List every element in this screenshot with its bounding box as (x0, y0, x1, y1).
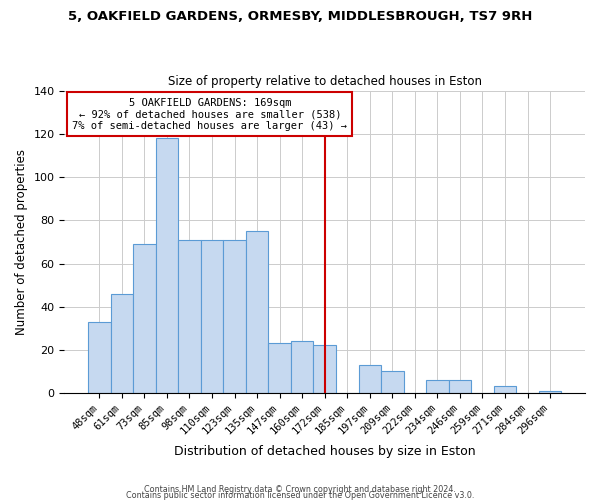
Bar (313, 346, 336, 393)
Bar (539, 390, 562, 393)
Bar (155, 138, 178, 393)
Bar (359, 365, 381, 393)
Title: Size of property relative to detached houses in Eston: Size of property relative to detached ho… (168, 76, 482, 88)
Bar (291, 341, 313, 393)
Bar (88, 322, 110, 393)
Bar (223, 240, 246, 393)
Bar (268, 344, 291, 393)
Bar (494, 386, 516, 393)
Bar (178, 240, 201, 393)
Bar (449, 380, 471, 393)
Y-axis label: Number of detached properties: Number of detached properties (15, 149, 28, 335)
Bar (381, 372, 404, 393)
Text: Contains HM Land Registry data © Crown copyright and database right 2024.: Contains HM Land Registry data © Crown c… (144, 484, 456, 494)
Bar (133, 244, 155, 393)
Bar (110, 294, 133, 393)
Text: 5 OAKFIELD GARDENS: 169sqm
← 92% of detached houses are smaller (538)
7% of semi: 5 OAKFIELD GARDENS: 169sqm ← 92% of deta… (72, 98, 347, 130)
Text: 5, OAKFIELD GARDENS, ORMESBY, MIDDLESBROUGH, TS7 9RH: 5, OAKFIELD GARDENS, ORMESBY, MIDDLESBRO… (68, 10, 532, 23)
Text: Contains public sector information licensed under the Open Government Licence v3: Contains public sector information licen… (126, 490, 474, 500)
Bar (426, 380, 449, 393)
X-axis label: Distribution of detached houses by size in Eston: Distribution of detached houses by size … (174, 444, 476, 458)
Bar (201, 240, 223, 393)
Bar (246, 231, 268, 393)
